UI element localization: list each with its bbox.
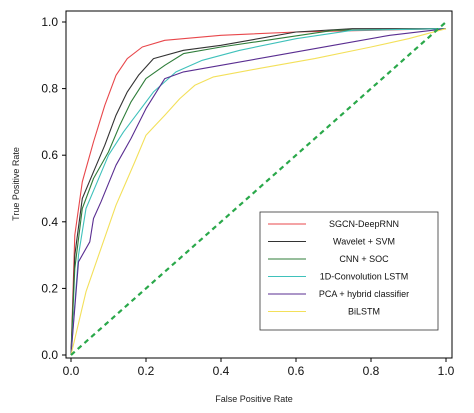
- y-tick-label: 0.0: [41, 348, 58, 362]
- series-line-1d-convolution-lstm: [70, 28, 447, 356]
- legend-label: CNN + SOC: [339, 254, 389, 264]
- x-tick-label: 0.6: [288, 364, 305, 378]
- series-line-pca-hybrid-classifier: [70, 28, 447, 356]
- legend: SGCN-DeepRNN Wavelet + SVM CNN + SOC 1D-Con…: [259, 211, 439, 331]
- y-tick-label: 0.4: [41, 215, 58, 229]
- y-tick-label: 0.2: [41, 281, 58, 295]
- x-tick-label: 0.4: [213, 364, 230, 378]
- x-tick-label: 1.0: [438, 364, 455, 378]
- plot-frame: [65, 10, 453, 359]
- x-tick-label: 0.0: [63, 364, 80, 378]
- series-line-bilstm: [70, 28, 447, 356]
- legend-box: [259, 211, 439, 331]
- x-tick-label: 0.2: [138, 364, 155, 378]
- series-line-wavelet-svm: [70, 28, 446, 356]
- legend-label: BiLSTM: [348, 307, 380, 317]
- legend-label: PCA + hybrid classifier: [319, 289, 409, 299]
- legend-label: 1D-Convolution LSTM: [320, 272, 409, 282]
- x-axis-label: False Positive Rate: [215, 394, 293, 404]
- y-tick-label: 0.8: [41, 82, 58, 96]
- series-line-cnn-soc: [70, 28, 447, 356]
- y-tick-label: 0.6: [41, 148, 58, 162]
- legend-label: Wavelet + SVM: [333, 237, 395, 247]
- diagonal-reference-line: [70, 21, 447, 356]
- y-tick-label: 1.0: [41, 15, 58, 29]
- tick-layer: 0.0 0.2 0.4 0.6 0.8 1.0 0.0 0.2 0.4 0.6 0.8 1.0: [41, 15, 454, 378]
- series-layer: [70, 21, 447, 356]
- legend-items: SGCN-DeepRNN Wavelet + SVM CNN + SOC 1D-Con…: [268, 219, 409, 317]
- x-tick-label: 0.8: [363, 364, 380, 378]
- legend-label: SGCN-DeepRNN: [329, 219, 399, 229]
- y-axis-label: True Positive Rate: [11, 147, 21, 221]
